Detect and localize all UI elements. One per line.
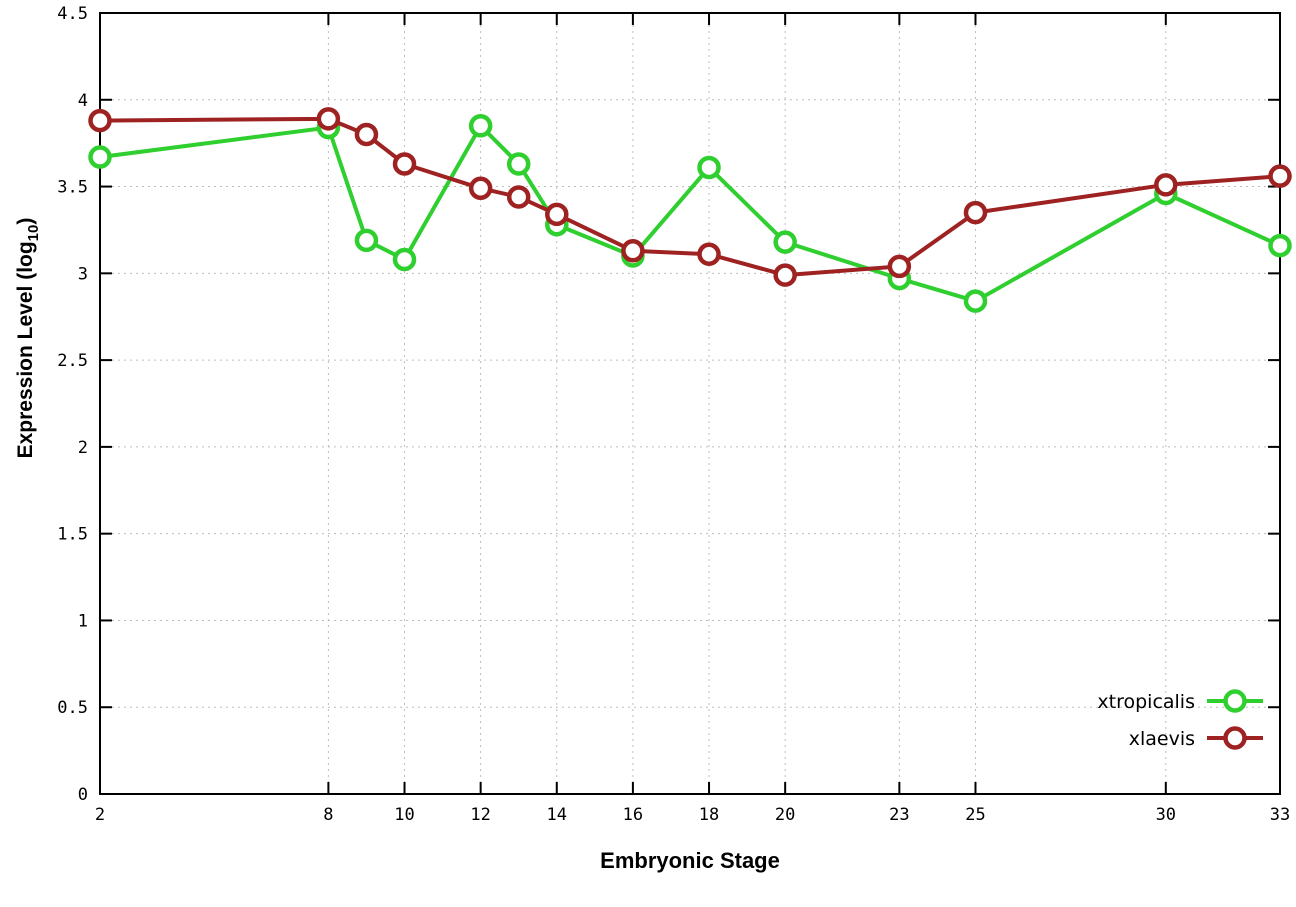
- legend-label-xlaevis: xlaevis: [1129, 728, 1195, 750]
- x-tick-label: 30: [1156, 805, 1176, 825]
- data-point-xlaevis: [545, 202, 569, 227]
- plot-border: [99, 12, 1281, 795]
- legend-marker-xtropicalis: [1223, 689, 1247, 713]
- x-tick-label: 8: [323, 805, 333, 825]
- data-point-xtropicalis: [773, 230, 797, 254]
- data-point-xtropicalis: [88, 145, 112, 169]
- data-point-xtropicalis: [354, 228, 379, 253]
- x-tick-label: 18: [699, 805, 719, 825]
- data-point-xlaevis: [506, 185, 531, 209]
- y-tick-label: 2: [78, 438, 88, 458]
- y-tick-label: 3.5: [57, 178, 88, 198]
- x-tick-label: 12: [470, 805, 490, 825]
- data-point-xlaevis: [621, 239, 645, 263]
- data-point-xlaevis: [697, 242, 721, 266]
- y-tick-label: 1: [78, 611, 88, 631]
- data-point-xlaevis: [468, 176, 493, 201]
- y-tick-label: 3: [78, 264, 88, 284]
- plot-border-rect: [99, 12, 1281, 795]
- series-line-xlaevis: [98, 116, 1282, 278]
- data-point-xlaevis: [963, 200, 988, 225]
- y-tick-label: 2.5: [57, 351, 88, 371]
- series-xlaevis: [88, 107, 1292, 287]
- y-tick-label: 0.5: [57, 698, 88, 718]
- legend-marker-xlaevis: [1223, 726, 1247, 750]
- x-tick-label: 16: [623, 805, 643, 825]
- series-line-xtropicalis: [98, 123, 1282, 304]
- data-point-xtropicalis: [468, 114, 493, 138]
- x-tick-label: 2: [95, 805, 105, 825]
- x-tick-label: 25: [965, 805, 985, 825]
- data-point-xlaevis: [392, 152, 417, 176]
- data-point-xtropicalis: [1268, 233, 1292, 258]
- y-axis-title: Expression Level (log10): [14, 218, 42, 459]
- data-point-xtropicalis: [963, 289, 988, 313]
- legend-label-xtropicalis: xtropicalis: [1097, 691, 1195, 713]
- data-point-xtropicalis: [506, 152, 531, 176]
- data-point-xlaevis: [88, 108, 112, 133]
- data-point-xlaevis: [1268, 164, 1292, 188]
- tick-labels: 2 8 10 12 14 16 18 20 23 25 30 33 0 0.5 1 1.5 2 2.5 3 3.5 4 4…: [57, 4, 1290, 825]
- data-point-xlaevis: [354, 122, 379, 147]
- data-point-xlaevis: [887, 254, 912, 279]
- grid-lines: [99, 12, 1281, 795]
- y-tick-label: 4: [78, 91, 88, 111]
- data-point-xlaevis: [773, 263, 797, 287]
- y-tick-label: 0: [78, 785, 88, 805]
- y-tick-label: 1.5: [57, 525, 88, 545]
- x-tick-label: 20: [775, 805, 795, 825]
- data-series: [88, 107, 1292, 313]
- legend: xtropicalis xlaevis: [1097, 689, 1263, 750]
- series-xtropicalis: [88, 114, 1292, 313]
- data-point-xlaevis: [316, 107, 341, 131]
- data-point-xtropicalis: [697, 155, 721, 180]
- x-tick-label: 23: [889, 805, 909, 825]
- y-tick-label: 4.5: [57, 4, 88, 24]
- x-tick-label: 10: [394, 805, 414, 825]
- axis-ticks: [99, 12, 1281, 795]
- data-point-xtropicalis: [392, 247, 417, 272]
- x-tick-label: 33: [1270, 805, 1290, 825]
- x-tick-label: 14: [547, 805, 567, 825]
- x-axis-title: Embryonic Stage: [600, 848, 780, 873]
- data-point-xlaevis: [1154, 173, 1178, 197]
